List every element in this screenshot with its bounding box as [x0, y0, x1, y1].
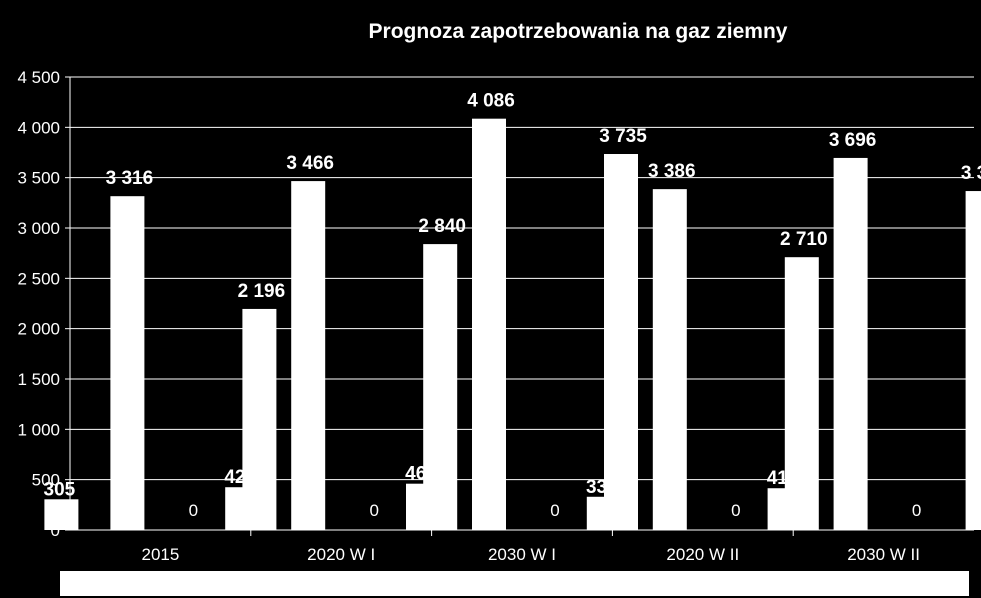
x-tick-label: 2020 W II	[666, 545, 739, 564]
y-tick-label: 500	[32, 471, 60, 490]
data-label: 305	[44, 479, 76, 500]
axes	[65, 76, 974, 536]
y-tick-label: 2 000	[17, 320, 60, 339]
bar	[586, 496, 621, 530]
data-label: 3 386	[648, 161, 696, 182]
chart-title: Prognoza zapotrzebowania na gaz ziemny	[369, 20, 788, 43]
data-label: 330	[586, 477, 618, 498]
bar	[406, 483, 440, 530]
bar	[652, 189, 687, 530]
data-label: 2 840	[418, 216, 466, 237]
x-tick-label: 2015	[141, 545, 179, 564]
data-label: 2 196	[238, 281, 286, 302]
data-label: 0	[369, 501, 378, 520]
bar	[472, 118, 506, 531]
y-tick-label: 3 500	[17, 169, 60, 188]
bar	[423, 244, 458, 530]
data-label: 3 696	[829, 130, 877, 151]
y-tick-label: 1 500	[17, 370, 60, 389]
bar	[110, 196, 145, 530]
data-label: 425	[224, 467, 256, 488]
bar	[767, 488, 802, 530]
y-tick-labels: 0 500 1 000 1 500 2 000 2 500 3 000 3 500 4 000 4…	[17, 68, 60, 540]
legend-area	[60, 571, 969, 596]
bar	[225, 487, 260, 530]
x-tick-label: 2020 W I	[307, 545, 375, 564]
x-tick-label: 2030 W I	[488, 545, 556, 564]
data-label: 3 735	[599, 126, 647, 147]
y-tick-label: 4 500	[17, 68, 60, 87]
data-label: 0	[189, 501, 198, 520]
data-label: 0	[550, 501, 559, 520]
data-label: 0	[912, 501, 921, 520]
x-tick-labels: 2015 2020 W I 2030 W I 2020 W II 2030 W II	[141, 545, 919, 564]
y-tick-label: 4 000	[17, 118, 60, 137]
data-labels: 305 3 316 0 2 196 425 3 466 0 2 840 460 4 086 0 3 7…	[44, 91, 981, 520]
x-tick-label: 2030 W II	[847, 545, 920, 564]
data-label: 2 710	[780, 229, 828, 250]
data-label: 4 086	[467, 91, 515, 112]
data-label: 3 466	[286, 153, 334, 174]
data-label: 0	[731, 501, 740, 520]
data-label: 3 316	[106, 168, 154, 189]
data-label: 415	[767, 468, 799, 489]
data-label: 3 367	[961, 163, 981, 184]
bars	[44, 118, 981, 531]
gridlines	[70, 76, 974, 481]
y-tick-label: 3 000	[17, 219, 60, 238]
bar	[965, 191, 981, 530]
bar	[833, 157, 868, 530]
bar	[44, 499, 79, 530]
data-label: 460	[405, 464, 437, 485]
y-tick-label: 0	[51, 521, 60, 540]
y-tick-label: 1 000	[17, 420, 60, 439]
bar	[291, 181, 326, 530]
bar	[604, 154, 638, 530]
bar	[784, 257, 819, 530]
y-tick-label: 2 500	[17, 269, 60, 288]
